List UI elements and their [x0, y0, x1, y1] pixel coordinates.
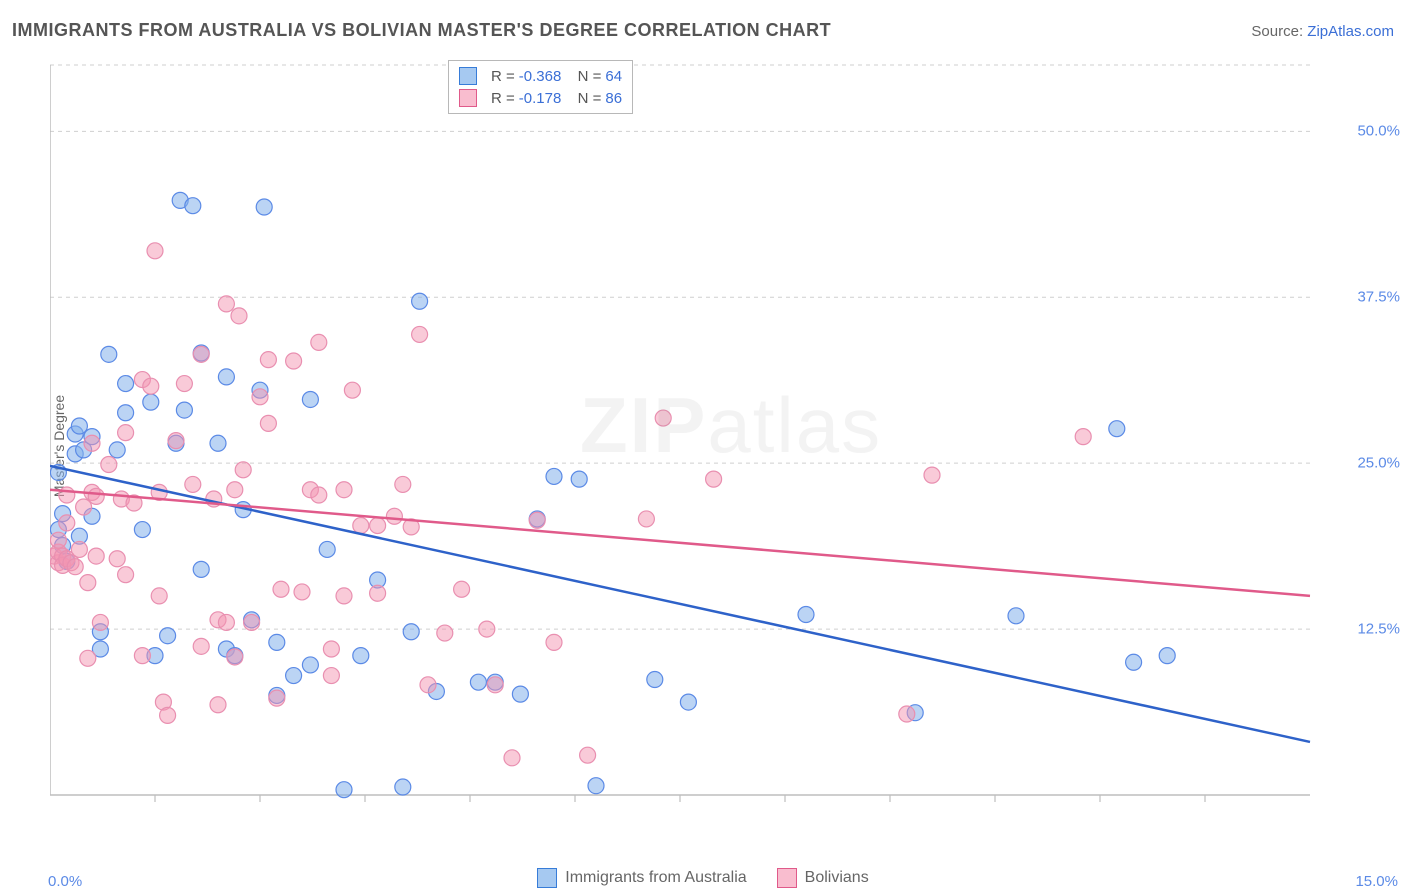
y-tick-label: 25.0%	[1357, 455, 1400, 472]
plot-svg	[50, 55, 1356, 825]
legend-row: R =-0.368 N =64	[459, 67, 622, 85]
y-tick-label: 37.5%	[1357, 289, 1400, 306]
y-tick-label: 12.5%	[1357, 621, 1400, 638]
correlation-legend: R =-0.368 N =64 R =-0.178 N =86	[448, 60, 633, 114]
source-label: Source: ZipAtlas.com	[1251, 23, 1394, 40]
title-row: IMMIGRANTS FROM AUSTRALIA VS BOLIVIAN MA…	[12, 20, 1394, 41]
chart-root: IMMIGRANTS FROM AUSTRALIA VS BOLIVIAN MA…	[0, 0, 1406, 892]
legend-swatch	[459, 89, 477, 107]
legend-stat: R =-0.368 N =64	[483, 68, 622, 85]
plot-container	[50, 55, 1356, 825]
legend-series-label: Immigrants from Australia	[565, 869, 746, 887]
chart-title: IMMIGRANTS FROM AUSTRALIA VS BOLIVIAN MA…	[12, 20, 831, 41]
legend-swatch	[537, 868, 557, 888]
series-legend: Immigrants from Australia Bolivians	[0, 868, 1406, 888]
legend-series-item: Bolivians	[777, 868, 869, 888]
legend-series-label: Bolivians	[805, 869, 869, 887]
y-tick-label: 50.0%	[1357, 123, 1400, 140]
source-link[interactable]: ZipAtlas.com	[1307, 23, 1394, 40]
source-prefix: Source:	[1251, 23, 1307, 40]
legend-swatch	[777, 868, 797, 888]
legend-swatch	[459, 67, 477, 85]
legend-row: R =-0.178 N =86	[459, 89, 622, 107]
legend-series-item: Immigrants from Australia	[537, 868, 746, 888]
legend-stat: R =-0.178 N =86	[483, 90, 622, 107]
